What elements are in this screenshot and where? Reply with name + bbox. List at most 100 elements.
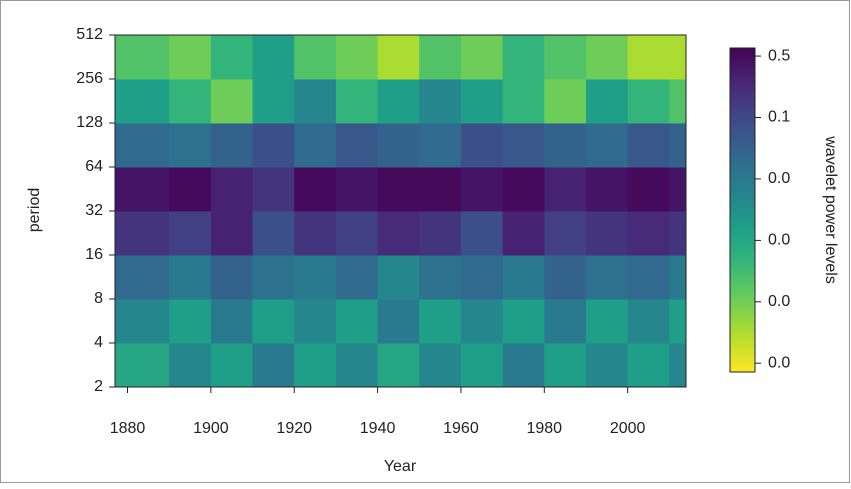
x-tick-label: 1960: [443, 420, 479, 437]
heat-cell: [460, 299, 504, 344]
heat-cell: [377, 255, 420, 300]
colorbar: [729, 47, 756, 373]
heat-cell: [335, 255, 379, 300]
heat-cell: [252, 255, 295, 300]
heat-cell: [502, 255, 545, 300]
heat-cell: [115, 255, 170, 300]
heat-cell: [115, 167, 170, 212]
heat-cell: [544, 79, 587, 124]
heat-cell: [294, 211, 337, 256]
x-tick-label: 1900: [193, 420, 229, 437]
heat-cell: [460, 211, 504, 256]
heat-cell: [627, 299, 670, 344]
heat-cell: [419, 343, 462, 388]
heat-cell: [210, 255, 254, 300]
heat-cell: [585, 255, 629, 300]
y-tick-label: 256: [76, 70, 103, 87]
heat-cell: [419, 35, 462, 80]
x-tick-label: 2000: [610, 420, 646, 437]
heat-cell: [544, 299, 587, 344]
heat-cell: [419, 299, 462, 344]
heat-cell: [585, 299, 629, 344]
heat-cell: [115, 79, 170, 124]
heat-cell: [627, 79, 670, 124]
heat-cell: [294, 255, 337, 300]
colorbar-tick-label: 0.1: [768, 109, 790, 126]
heat-cell: [502, 35, 545, 80]
heat-cell: [669, 123, 687, 168]
heat-cell: [585, 211, 629, 256]
heat-cell: [169, 123, 212, 168]
heat-cell: [585, 167, 629, 212]
x-axis-label: Year: [384, 458, 417, 475]
y-tick-label: 8: [94, 290, 103, 307]
colorbar-tick-label: 0.5: [768, 47, 790, 64]
heat-cell: [585, 79, 629, 124]
heat-cell: [169, 211, 212, 256]
heat-cell: [169, 35, 212, 80]
heat-cell: [502, 79, 545, 124]
heat-cell: [627, 123, 670, 168]
heat-cell: [210, 35, 254, 80]
heat-cell: [544, 211, 587, 256]
heat-cell: [585, 343, 629, 388]
colorbar-tick-label: 0.0: [768, 354, 790, 371]
heat-cell: [115, 35, 170, 80]
heat-cell: [335, 211, 379, 256]
heat-cell: [294, 35, 337, 80]
heat-cell: [252, 79, 295, 124]
y-tick-label: 4: [94, 334, 103, 351]
heat-cell: [627, 211, 670, 256]
heat-cell: [544, 343, 587, 388]
heat-cell: [627, 167, 670, 212]
heat-cell: [669, 343, 687, 388]
heat-cell: [419, 255, 462, 300]
heat-cell: [252, 299, 295, 344]
heat-cell: [544, 255, 587, 300]
heat-cell: [419, 167, 462, 212]
x-tick-label: 1980: [526, 420, 562, 437]
heat-cell: [377, 299, 420, 344]
heat-cell: [460, 79, 504, 124]
heat-cell: [502, 167, 545, 212]
heat-cell: [294, 79, 337, 124]
x-tick-label: 1940: [360, 420, 396, 437]
heat-cell: [502, 211, 545, 256]
heat-cell: [544, 123, 587, 168]
colorbar-tick-label: 0.0: [768, 170, 790, 187]
heat-cell: [377, 79, 420, 124]
heat-cell: [419, 123, 462, 168]
y-tick-label: 128: [76, 114, 103, 131]
heat-cell: [210, 123, 254, 168]
heat-cell: [460, 343, 504, 388]
heat-cell: [252, 211, 295, 256]
heat-cell: [502, 123, 545, 168]
heat-cell: [335, 167, 379, 212]
heat-cell: [419, 211, 462, 256]
heat-cell: [169, 255, 212, 300]
x-tick-label: 1880: [110, 420, 146, 437]
colorbar-tick-label: 0.0: [768, 293, 790, 310]
y-tick-label: 512: [76, 26, 103, 43]
heat-cell: [210, 79, 254, 124]
heat-cell: [669, 255, 687, 300]
y-tick-label: 16: [85, 246, 103, 263]
heat-cell: [294, 167, 337, 212]
y-tick-label: 2: [94, 378, 103, 395]
heat-cell: [669, 35, 687, 80]
heat-cell: [669, 167, 687, 212]
heat-cell: [460, 167, 504, 212]
heat-cell: [115, 211, 170, 256]
heat-cell: [585, 123, 629, 168]
heat-cell: [377, 343, 420, 388]
heat-cell: [169, 167, 212, 212]
heat-cell: [169, 79, 212, 124]
heat-cell: [252, 123, 295, 168]
heat-cell: [294, 343, 337, 388]
y-tick-label: 64: [85, 158, 103, 175]
heat-cell: [335, 343, 379, 388]
colorbar-tick-label: 0.0: [768, 232, 790, 249]
y-axis-label: period: [26, 188, 43, 232]
y-tick-label: 32: [85, 202, 103, 219]
